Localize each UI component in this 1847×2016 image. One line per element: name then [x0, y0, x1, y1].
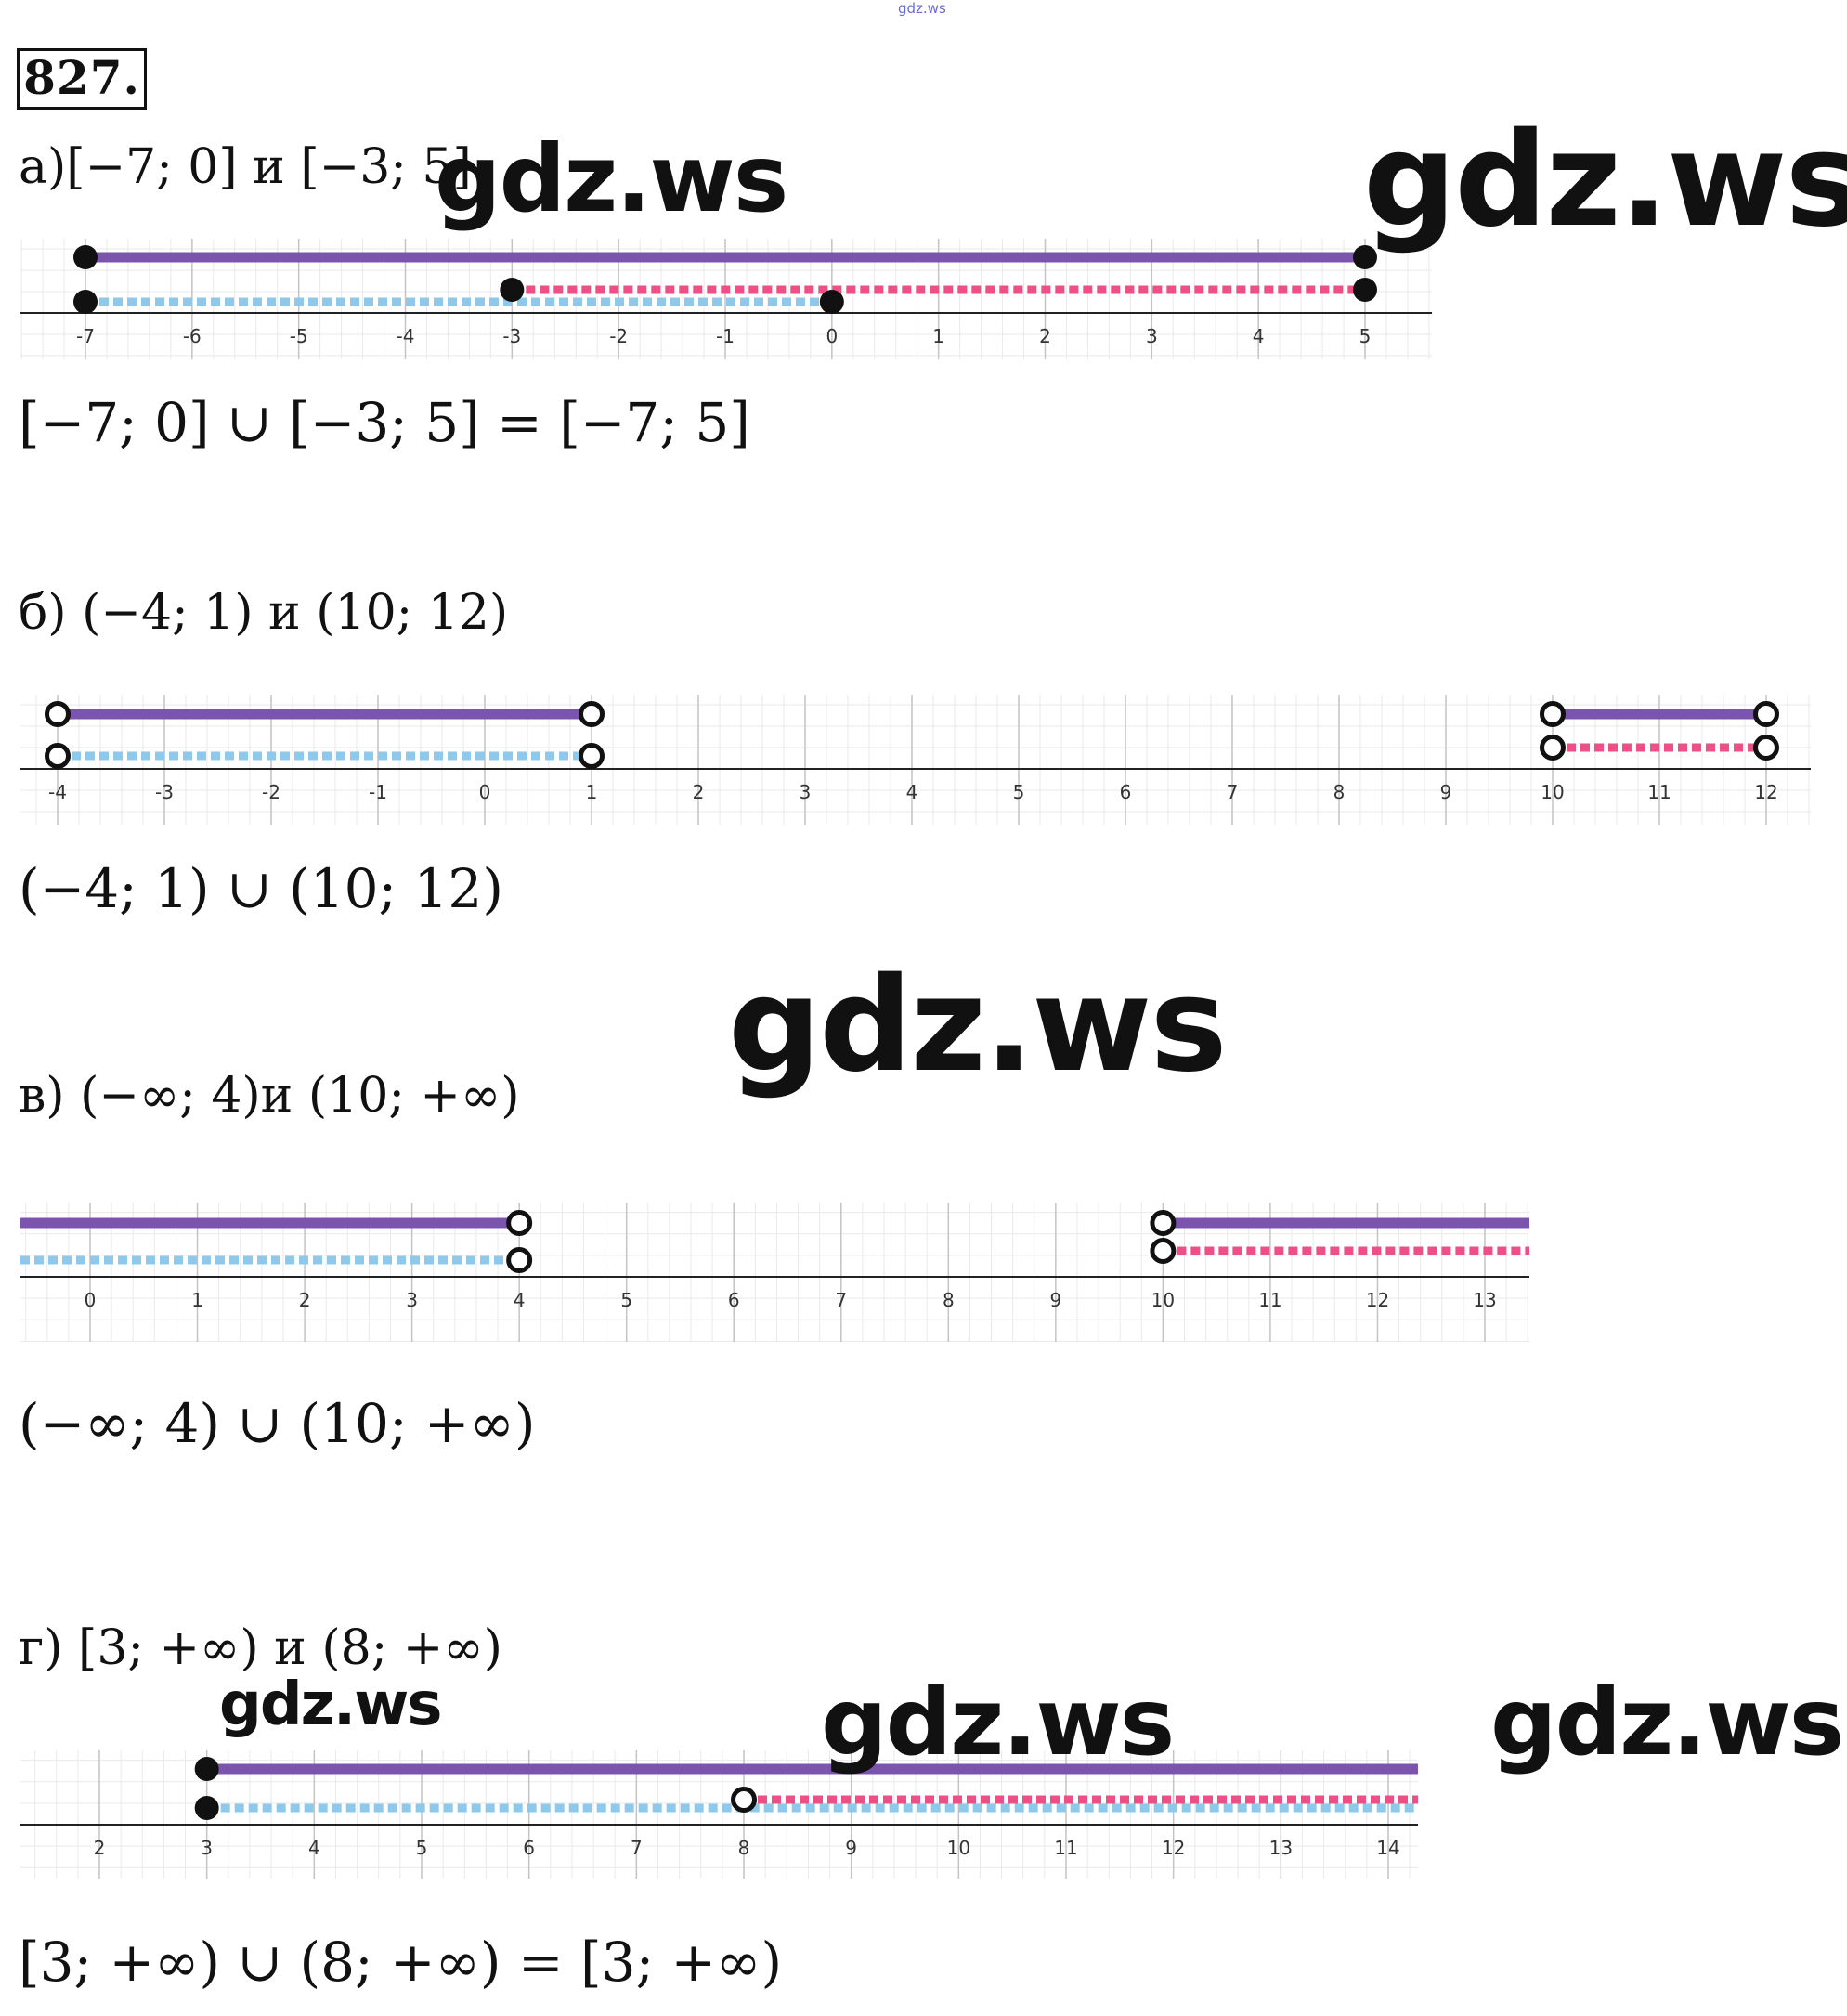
tick-label: 7	[835, 1289, 847, 1311]
tick-label: 4	[1253, 325, 1265, 347]
tick-label: 3	[800, 781, 812, 803]
task-a: а)[−7; 0] и [−3; 5]	[19, 139, 472, 195]
tick-label: 2	[693, 781, 705, 803]
tick-label: -6	[183, 325, 202, 347]
closed-endpoint	[500, 278, 525, 302]
closed-endpoint	[194, 1757, 219, 1781]
tick-label: -1	[369, 781, 387, 803]
tick-label: 0	[85, 1289, 97, 1311]
tick-label: 11	[1647, 781, 1671, 803]
open-endpoint	[1150, 1210, 1177, 1236]
tick-label: 11	[1258, 1289, 1281, 1311]
task-b: б) (−4; 1) и (10; 12)	[19, 585, 509, 641]
closed-endpoint	[194, 1796, 219, 1820]
tick-label: 1	[586, 781, 598, 803]
number-line-b: -4 -3 -2 -1 0 1 2 3 4 5 6 7 8 9 10 11 12	[20, 695, 1811, 825]
result-b: (−4; 1) ∪ (10; 12)	[19, 857, 503, 920]
open-endpoint	[45, 701, 71, 727]
task-c: в) (−∞; 4)и (10; +∞)	[19, 1068, 520, 1124]
tick-label: 0	[826, 325, 838, 347]
watermark: gdz.ws	[821, 1668, 1175, 1776]
tick-label: 5	[620, 1289, 632, 1311]
tick-label: 7	[631, 1837, 643, 1859]
tick-label: 8	[738, 1837, 750, 1859]
tick-label: -1	[716, 325, 735, 347]
tick-label: 6	[523, 1837, 535, 1859]
result-a: [−7; 0] ∪ [−3; 5] = [−7; 5]	[19, 391, 750, 454]
number-line-c: 0 1 2 3 4 5 6 7 8 9 10 11 12 13	[20, 1203, 1529, 1342]
closed-endpoint	[819, 290, 844, 314]
tick-label: 8	[943, 1289, 955, 1311]
tick-label: 12	[1162, 1837, 1185, 1859]
tick-label: 8	[1333, 781, 1346, 803]
tick-label: -2	[262, 781, 280, 803]
tick-label: 13	[1269, 1837, 1293, 1859]
problem-number: 827.	[17, 48, 147, 110]
open-endpoint	[579, 701, 605, 727]
tick-label: 9	[1049, 1289, 1061, 1311]
tick-label: 14	[1376, 1837, 1399, 1859]
closed-endpoint	[73, 245, 98, 269]
tick-label: 10	[947, 1837, 970, 1859]
tick-label: 7	[1227, 781, 1239, 803]
tick-label: 0	[479, 781, 491, 803]
tick-label: 3	[1146, 325, 1158, 347]
closed-endpoint	[1353, 245, 1377, 269]
tick-label: 2	[1039, 325, 1051, 347]
open-endpoint	[579, 743, 605, 769]
open-endpoint	[45, 743, 71, 769]
result-d: [3; +∞) ∪ (8; +∞) = [3; +∞)	[19, 1931, 783, 1994]
open-endpoint	[1753, 735, 1779, 761]
task-d: г) [3; +∞) и (8; +∞)	[19, 1620, 502, 1676]
tick-label: 2	[94, 1837, 106, 1859]
tick-label: -7	[76, 325, 95, 347]
tick-label: 5	[416, 1837, 428, 1859]
tick-label: 3	[406, 1289, 418, 1311]
tick-label: 12	[1754, 781, 1777, 803]
tick-label: 2	[299, 1289, 311, 1311]
tick-label: -4	[397, 325, 415, 347]
open-endpoint	[1150, 1238, 1177, 1264]
tick-label: 9	[1440, 781, 1452, 803]
closed-endpoint	[1353, 278, 1377, 302]
closed-endpoint	[73, 290, 98, 314]
tick-label: 10	[1151, 1289, 1175, 1311]
watermark: gdz.ws	[435, 124, 788, 233]
result-c: (−∞; 4) ∪ (10; +∞)	[19, 1392, 536, 1455]
tick-label: -4	[48, 781, 67, 803]
number-line-a: -7 -6 -5 -4 -3 -2 -1 0 1 2 3 4 5	[20, 239, 1432, 359]
open-endpoint	[731, 1787, 757, 1813]
tick-label: 12	[1366, 1289, 1389, 1311]
open-endpoint	[1540, 701, 1566, 727]
tick-label: 4	[514, 1289, 526, 1311]
tick-label: -2	[609, 325, 628, 347]
tick-label: 5	[1013, 781, 1025, 803]
open-endpoint	[1753, 701, 1779, 727]
tick-label: 13	[1473, 1289, 1496, 1311]
tick-label: 10	[1541, 781, 1564, 803]
tick-label: 1	[191, 1289, 203, 1311]
tick-label: 6	[1120, 781, 1132, 803]
tick-label: -5	[290, 325, 308, 347]
tick-label: -3	[155, 781, 174, 803]
number-line-d: 2 3 4 5 6 7 8 9 10 11 12 13 14	[20, 1750, 1418, 1879]
tick-label: 3	[201, 1837, 213, 1859]
top-watermark: gdz.ws	[898, 0, 946, 17]
watermark: gdz.ws	[1490, 1668, 1844, 1776]
tick-label: 4	[308, 1837, 320, 1859]
watermark: gdz.ws	[219, 1671, 442, 1739]
open-endpoint	[1540, 735, 1566, 761]
tick-label: 9	[845, 1837, 857, 1859]
tick-label: 1	[932, 325, 944, 347]
tick-label: 6	[728, 1289, 740, 1311]
watermark-large: gdz.ws	[728, 950, 1228, 1101]
tick-label: 11	[1054, 1837, 1077, 1859]
open-endpoint	[506, 1210, 533, 1236]
tick-label: 5	[1359, 325, 1372, 347]
open-endpoint	[506, 1247, 533, 1273]
tick-label: -3	[502, 325, 521, 347]
tick-label: 4	[906, 781, 918, 803]
watermark-large: gdz.ws	[1363, 105, 1847, 256]
